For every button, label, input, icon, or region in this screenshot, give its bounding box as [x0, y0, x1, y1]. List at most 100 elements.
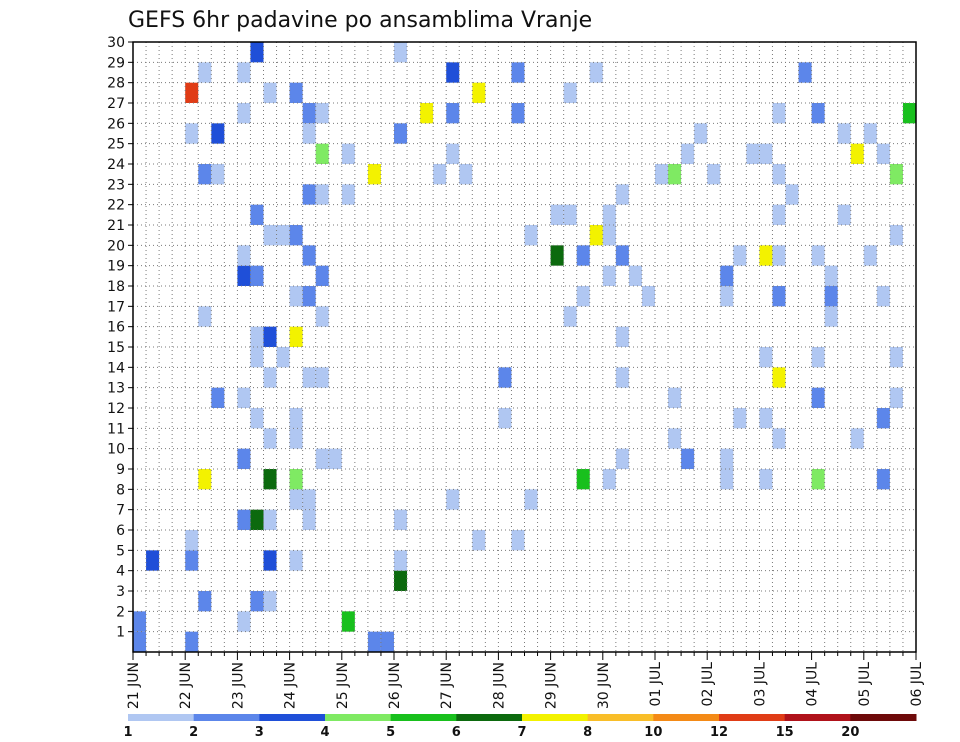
precip-cell — [498, 367, 512, 388]
precip-cell — [211, 164, 225, 185]
precip-cell — [811, 469, 825, 490]
precip-cell — [289, 550, 303, 571]
precip-cell — [250, 509, 264, 530]
x-tick-label: 28 JUN — [491, 662, 507, 709]
precip-cell — [876, 143, 890, 164]
precip-cell — [394, 123, 408, 144]
precip-cell — [472, 82, 486, 103]
precip-cell — [733, 245, 747, 266]
precip-cell — [211, 387, 225, 408]
precip-cell — [198, 62, 212, 83]
y-tick-label: 8 — [116, 482, 125, 498]
precip-cell — [302, 103, 316, 124]
precip-cell — [237, 387, 251, 408]
precip-cell — [276, 225, 290, 246]
precip-cell — [446, 103, 460, 124]
precip-cell — [824, 306, 838, 327]
precip-cell — [341, 611, 355, 632]
legend-label: 10 — [644, 725, 662, 740]
y-tick-label: 11 — [107, 421, 125, 437]
precip-cell — [694, 123, 708, 144]
precip-cell — [681, 143, 695, 164]
precip-cell — [628, 265, 642, 286]
legend-swatch — [653, 714, 720, 721]
y-tick-label: 10 — [107, 442, 125, 458]
precip-cell — [889, 225, 903, 246]
precip-cell — [289, 286, 303, 307]
precip-cell — [394, 570, 408, 591]
precip-cell — [315, 367, 329, 388]
legend-label: 15 — [776, 725, 794, 740]
precip-cell — [889, 164, 903, 185]
y-tick-label: 22 — [107, 198, 125, 214]
precip-cell — [576, 469, 590, 490]
y-tick-label: 28 — [107, 76, 125, 92]
precip-cell — [250, 204, 264, 225]
precip-cell — [198, 469, 212, 490]
x-tick-label: 22 JUN — [178, 662, 194, 709]
y-tick-label: 15 — [107, 340, 125, 356]
precip-cell — [772, 103, 786, 124]
legend-label: 8 — [583, 725, 592, 740]
precip-cell — [394, 509, 408, 530]
y-tick-label: 18 — [107, 279, 125, 295]
precip-cell — [185, 82, 199, 103]
precip-cell — [263, 509, 277, 530]
y-tick-label: 9 — [116, 462, 125, 478]
precip-cell — [237, 509, 251, 530]
precip-cell — [615, 448, 629, 469]
legend-swatch — [128, 714, 195, 721]
precip-cell — [733, 408, 747, 429]
precip-cell — [302, 489, 316, 510]
grid — [133, 42, 916, 652]
precip-cell — [681, 448, 695, 469]
legend-label: 1 — [123, 725, 132, 740]
precip-cell — [289, 469, 303, 490]
precip-cell — [759, 245, 773, 266]
precip-cell — [433, 164, 447, 185]
precip-cell — [315, 143, 329, 164]
y-tick-label: 24 — [107, 157, 125, 173]
x-axis: 21 JUN 22 JUN 23 JUN 24 JUN 25 JUN 26 JUN 27 J… — [126, 652, 925, 709]
legend-swatch — [390, 714, 457, 721]
precip-cell — [237, 611, 251, 632]
precip-cell — [811, 387, 825, 408]
x-tick-label: 23 JUN — [230, 662, 246, 709]
precip-cell — [602, 265, 616, 286]
legend-label: 5 — [386, 725, 395, 740]
y-tick-label: 7 — [116, 503, 125, 519]
precip-cell — [263, 428, 277, 449]
precip-cell — [576, 245, 590, 266]
legend-swatch — [850, 714, 917, 721]
legend-label: 12 — [710, 725, 728, 740]
precip-cell — [211, 123, 225, 144]
y-tick-label: 13 — [107, 381, 125, 397]
precip-cell — [289, 225, 303, 246]
precip-cell — [615, 184, 629, 205]
legend-swatch — [325, 714, 392, 721]
precip-cell — [811, 103, 825, 124]
precip-cell — [472, 530, 486, 551]
legend-swatch — [784, 714, 851, 721]
x-tick-label: 03 JUL — [752, 662, 768, 707]
precip-cell — [759, 408, 773, 429]
y-tick-label: 23 — [107, 177, 125, 193]
precip-cell — [289, 326, 303, 347]
precip-cell — [263, 550, 277, 571]
legend-swatch — [193, 714, 260, 721]
precip-cell — [824, 265, 838, 286]
precip-cell — [237, 103, 251, 124]
precip-cell — [237, 245, 251, 266]
precip-cell — [146, 550, 160, 571]
precip-cell — [772, 245, 786, 266]
y-tick-label: 17 — [107, 299, 125, 315]
precip-cell — [237, 62, 251, 83]
precip-cell — [315, 184, 329, 205]
y-tick-label: 20 — [107, 238, 125, 254]
precip-cell — [811, 245, 825, 266]
x-tick-label: 24 JUN — [283, 662, 299, 709]
y-tick-label: 30 — [107, 35, 125, 51]
precip-cell — [772, 286, 786, 307]
precip-cell — [198, 164, 212, 185]
precip-cell — [615, 245, 629, 266]
